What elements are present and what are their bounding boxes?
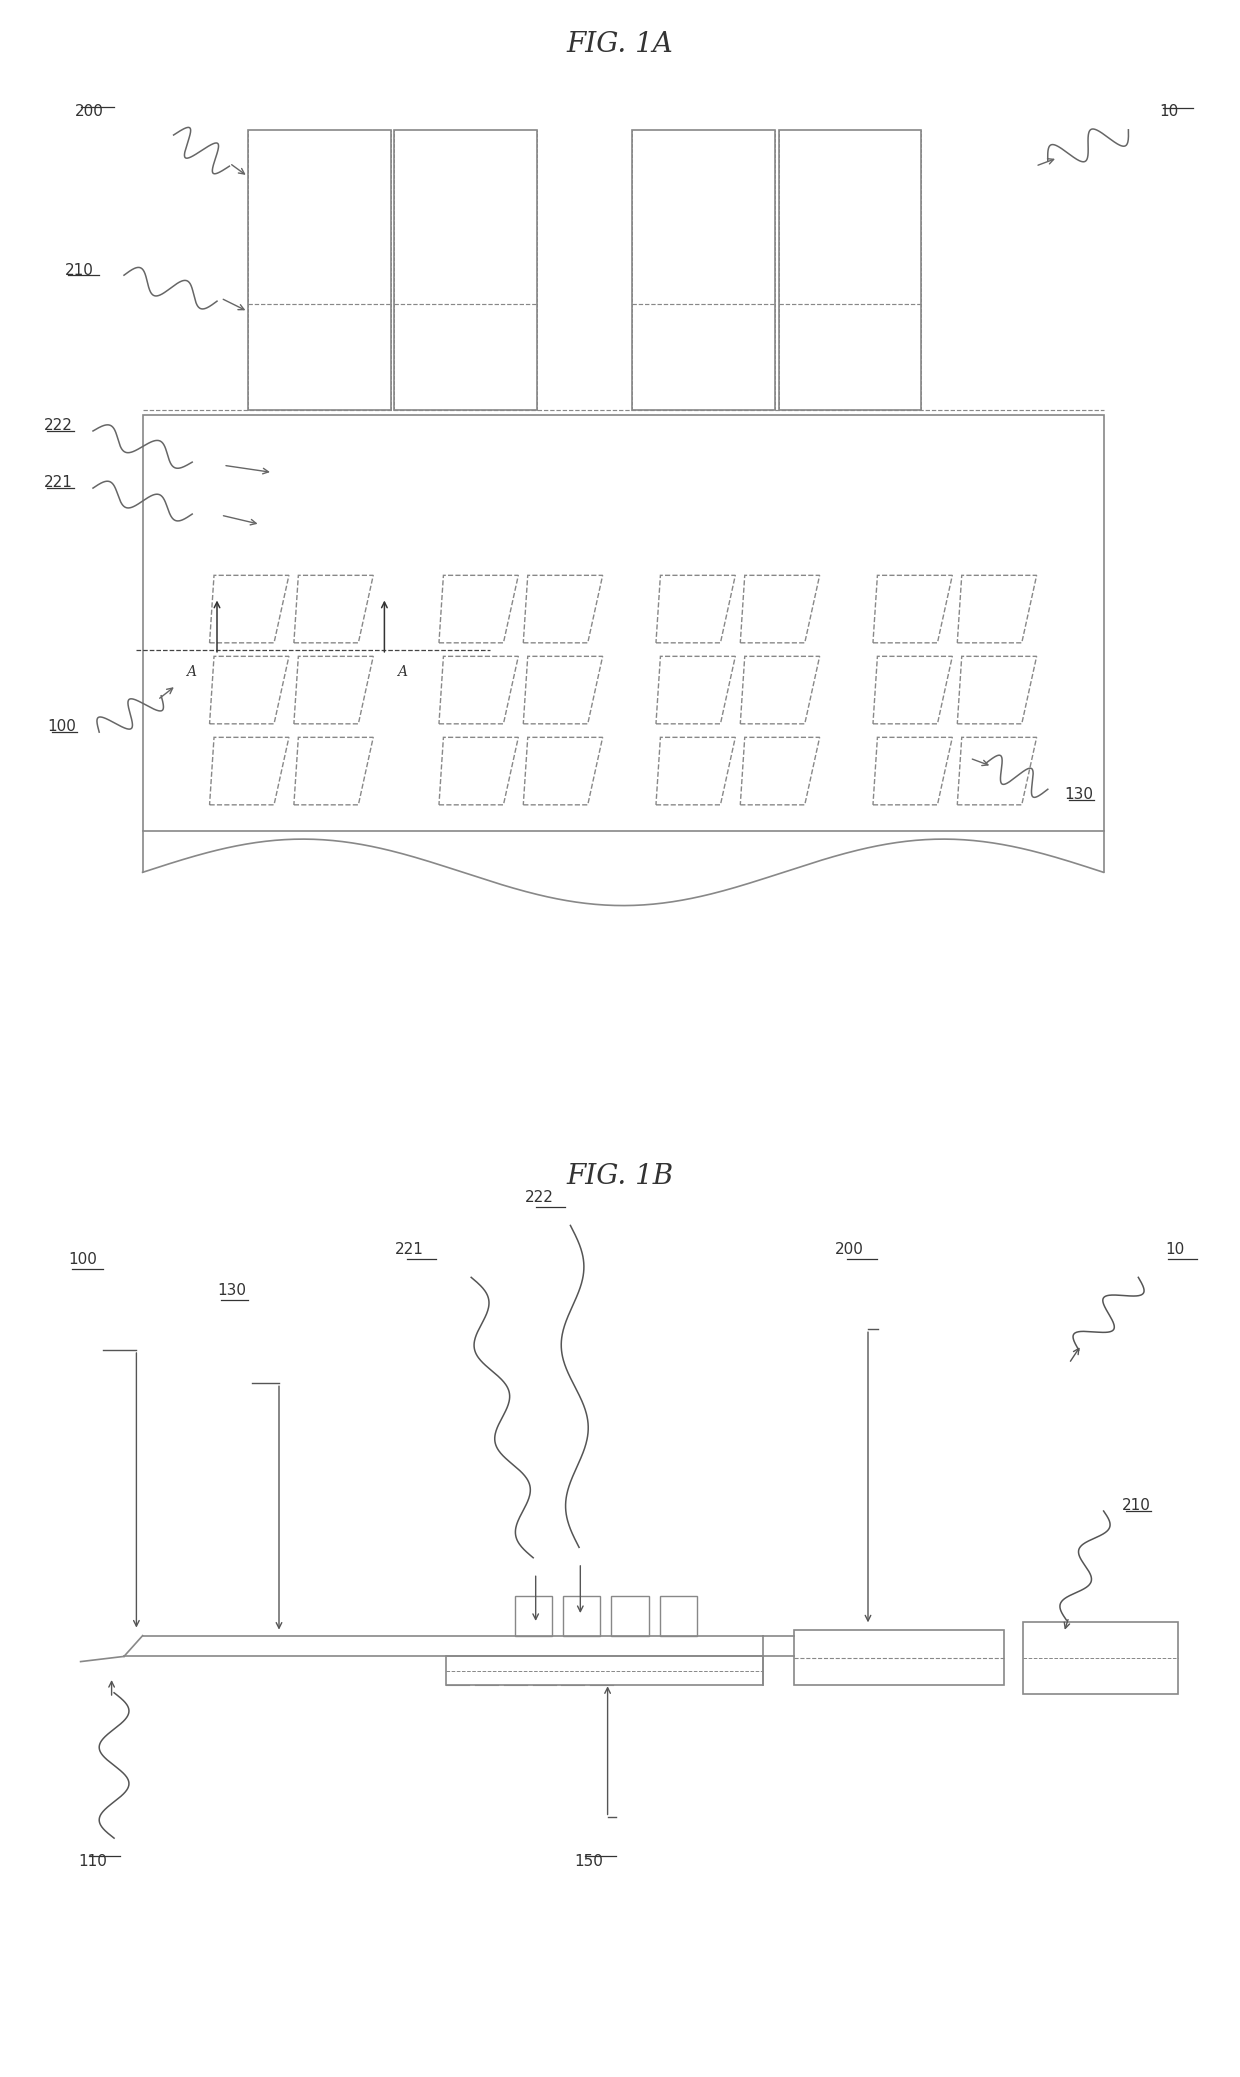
Polygon shape [873,575,952,644]
Bar [143,415,1104,831]
Polygon shape [957,575,1037,644]
Bar [794,1630,1004,1687]
Text: 10: 10 [1166,1242,1185,1257]
Text: 10: 10 [1159,104,1179,118]
Text: FIG. 1A: FIG. 1A [567,31,673,58]
Polygon shape [439,575,518,644]
Polygon shape [740,575,820,644]
Text: 130: 130 [1064,787,1092,802]
Bar [563,1595,600,1637]
Bar [515,1595,552,1637]
Text: A: A [186,665,196,679]
Text: 150: 150 [574,1853,604,1869]
Polygon shape [656,737,735,806]
Polygon shape [210,737,289,806]
Polygon shape [523,656,603,725]
Polygon shape [439,737,518,806]
Text: FIG. 1B: FIG. 1B [567,1163,673,1190]
Text: 222: 222 [525,1190,554,1205]
Text: 200: 200 [835,1242,864,1257]
Text: 110: 110 [78,1853,108,1869]
Polygon shape [210,656,289,725]
Text: 130: 130 [217,1284,246,1298]
Text: 222: 222 [43,417,72,434]
Text: A: A [397,665,407,679]
Text: 200: 200 [74,104,103,118]
Text: 210: 210 [1122,1498,1151,1514]
Polygon shape [957,656,1037,725]
Polygon shape [740,656,820,725]
Text: 100: 100 [47,719,76,735]
Polygon shape [294,656,373,725]
Polygon shape [523,575,603,644]
Polygon shape [957,737,1037,806]
Bar [779,129,921,411]
Text: 221: 221 [394,1242,424,1257]
Polygon shape [523,737,603,806]
Polygon shape [656,575,735,644]
Bar [1023,1622,1178,1695]
Polygon shape [873,656,952,725]
Bar [632,129,775,411]
Polygon shape [740,737,820,806]
Bar [611,1595,649,1637]
Text: 221: 221 [43,476,72,490]
Polygon shape [294,737,373,806]
Polygon shape [873,737,952,806]
Polygon shape [439,656,518,725]
Polygon shape [210,575,289,644]
Polygon shape [656,656,735,725]
Text: 100: 100 [68,1252,97,1267]
Bar [394,129,537,411]
Bar [660,1595,697,1637]
Bar [248,129,391,411]
Bar [446,1657,763,1687]
Text: 210: 210 [64,262,93,278]
Polygon shape [294,575,373,644]
